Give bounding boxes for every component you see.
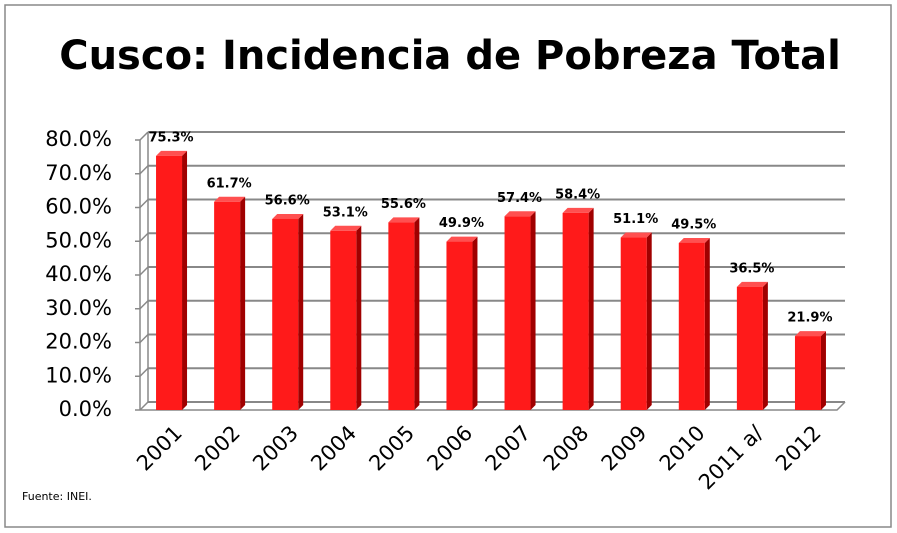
chart-title: Cusco: Incidencia de Pobreza Total [59,33,841,79]
bar-top [794,331,826,337]
y-tick-label: 20.0% [45,330,112,354]
grid-depth [139,300,149,310]
y-tick-label: 40.0% [45,262,112,286]
bar [736,286,763,410]
grid-depth [139,165,149,175]
bar-side [240,196,246,410]
bar-top [330,225,362,231]
grid-depth [139,266,149,276]
bar-side [646,232,652,410]
grid-depth [139,232,149,242]
value-label: 36.5% [729,261,774,276]
y-tick-label: 60.0% [45,195,112,219]
bar [272,218,299,410]
bar-top [156,150,188,156]
bar [504,216,531,410]
y-tick-label: 30.0% [45,296,112,320]
value-label: 57.4% [497,191,542,206]
bar-side [414,217,420,410]
bar-top [214,196,246,202]
value-label: 49.9% [439,216,484,231]
bar-side [530,211,536,410]
bar-side [356,225,362,410]
value-label: 58.4% [555,187,600,202]
bar [330,230,357,410]
bar [678,242,705,410]
y-tick-label: 80.0% [45,127,112,151]
y-tick-label: 70.0% [45,161,112,185]
bar-side [762,281,768,410]
bar-side [588,207,594,410]
bar-top [504,211,536,217]
bar-top [562,207,594,213]
grid-depth [139,367,149,377]
value-label: 55.6% [381,197,426,212]
grid-depth [139,131,149,141]
floor [140,401,846,411]
bar-side [820,331,826,410]
y-tick-label: 50.0% [45,228,112,252]
bar-side [472,236,478,410]
bar [794,336,821,410]
value-label: 75.3% [148,130,193,145]
bar-top [620,232,652,238]
grid-depth [139,333,149,344]
bar [620,237,647,410]
bar [562,212,589,410]
value-label: 49.5% [671,217,716,232]
bar [446,241,473,410]
bar [214,201,241,410]
bar-top [388,217,420,223]
source-note: Fuente: INEI. [22,490,92,503]
bar-top [446,236,478,242]
bar-side [182,150,188,411]
bar-top [678,237,710,243]
y-tick-label: 0.0% [59,397,112,421]
grid-depth [139,401,149,411]
bar [156,155,183,410]
y-tick-label: 10.0% [45,363,112,387]
bar [388,222,415,410]
value-label: 61.7% [207,176,252,191]
value-label: 21.9% [787,311,832,326]
bar-side [298,213,304,410]
value-label: 53.1% [323,205,368,220]
bar-top [736,281,768,287]
value-label: 51.1% [613,212,658,227]
bar-side [704,237,710,410]
bar-top [272,213,304,219]
grid-depth [139,198,149,209]
value-label: 56.6% [265,193,310,208]
